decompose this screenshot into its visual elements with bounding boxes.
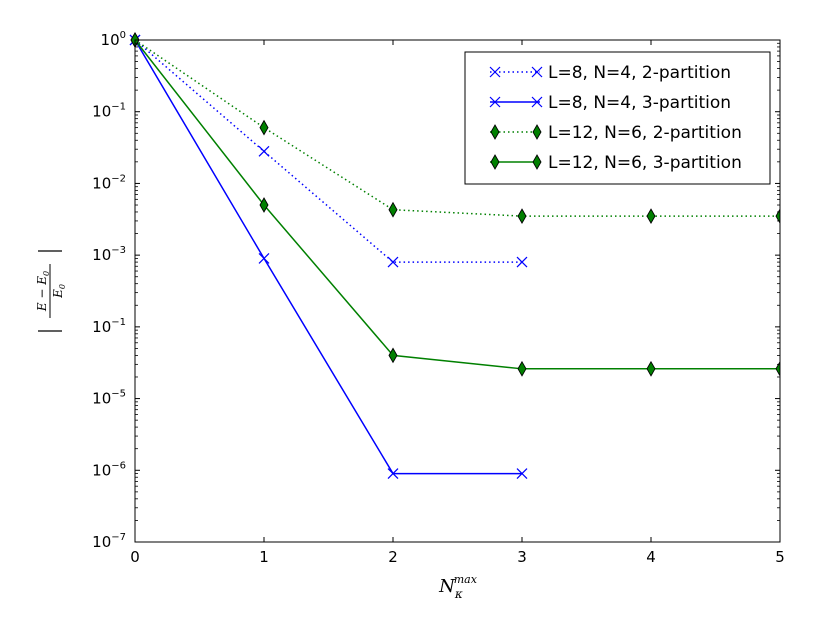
data-point-series-3 [775,208,780,225]
y-tick-label: 10−7 [92,532,126,551]
data-point-series-4 [646,360,656,377]
data-point-series-1 [516,256,528,268]
x-tick-label: 5 [775,548,785,566]
y-label-denominator: E0 [51,284,67,299]
data-point-series-3 [259,119,269,136]
legend-label: L=8, N=4, 3-partition [548,93,731,113]
data-point-series-3 [388,201,398,218]
data-point-series-3 [517,208,527,225]
y-tick-label: 10−1 [92,102,126,121]
x-tick-label: 3 [517,548,527,566]
data-point-series-2 [387,468,399,479]
y-tick-label: 10−5 [92,389,126,408]
ticks-layer: 0 1 2 3 4 5 100 10−1 10−2 10−3 10−1 10−5 10−6 10−7 [92,30,785,566]
data-point-series-4 [388,347,398,364]
data-point-series-2 [516,468,528,479]
y-tick-label: 10−2 [92,173,126,192]
y-tick-label: 10−6 [92,460,126,479]
data-point-series-2 [258,253,270,264]
data-point-series-4 [259,197,269,213]
y-tick-label: 100 [101,30,126,49]
legend: L=8, N=4, 2-partition L=8, N=4, 3-partiti… [464,51,771,185]
legend-marker [531,96,543,108]
legend-marker [532,154,542,170]
legend-marker [490,124,500,140]
legend-marker [532,124,542,140]
x-tick-label: 1 [259,548,269,566]
legend-marker [531,66,543,78]
x-axis-label: Nκmax [438,573,478,601]
legend-marker [489,66,501,78]
series-line-4 [134,39,780,370]
legend-label: L=8, N=4, 2-partition [548,63,731,83]
y-tick-label: 10−1 [92,317,126,336]
data-point-series-4 [775,360,780,377]
legend-label: L=12, N=6, 3-partition [548,153,742,173]
y-axis-label: E − E0 E0 [35,250,67,332]
data-point-series-4 [517,360,527,377]
data-point-series-3 [646,208,656,225]
legend-marker [490,154,500,170]
legend-marker [489,96,501,108]
data-point-series-1 [387,256,399,268]
x-tick-label: 0 [130,548,140,566]
y-tick-label: 10−3 [92,245,126,264]
data-point-series-1 [258,145,270,157]
legend-label: L=12, N=6, 2-partition [548,123,742,143]
series-line-2 [134,39,522,475]
x-tick-label: 4 [646,548,656,566]
x-tick-label: 2 [388,548,398,566]
plot-frame [134,39,781,543]
y-label-numerator: E − E0 [35,271,51,312]
